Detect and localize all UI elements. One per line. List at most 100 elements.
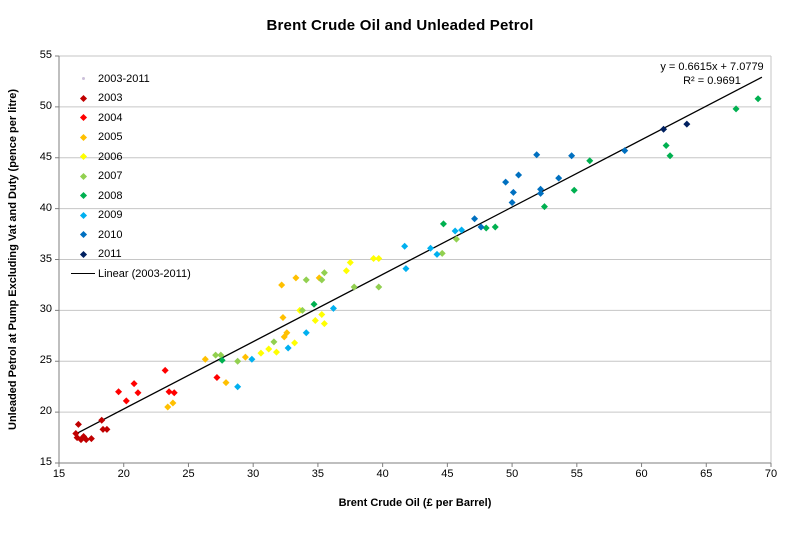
legend-marker-icon [70,172,96,180]
data-point-2009 [302,329,310,337]
data-point-2004 [115,388,123,396]
data-point-2004 [122,397,130,405]
data-point-2006 [375,254,383,262]
data-point-2010 [515,171,523,179]
data-point-2003 [99,425,107,433]
legend-item-2003: 2003 [70,89,191,109]
y-tick-label: 50 [39,99,52,112]
data-point-2007 [212,351,220,359]
data-point-2010 [471,215,479,223]
y-tick-label: 20 [39,405,52,418]
legend-marker-icon [70,153,96,161]
data-point-2005 [222,379,230,387]
data-point-2004 [165,388,173,396]
legend-marker-icon [70,192,96,200]
data-point-2009 [427,244,435,252]
data-point-2009 [402,265,410,273]
diamond-marker-icon [79,153,87,161]
data-point-2009 [284,344,292,352]
diamond-marker-icon [79,172,87,180]
data-point-2005 [292,274,300,282]
legend-label: 2003-2011 [98,72,150,85]
legend-marker-icon [70,133,96,141]
data-point-2010 [508,199,516,207]
legend-item-2004: 2004 [70,108,191,128]
data-point-2004 [130,380,138,388]
y-tick-label: 40 [39,201,52,214]
data-point-2009 [451,227,459,235]
data-point-2005 [283,329,291,337]
diamond-marker-icon [79,133,87,141]
legend-label: 2006 [98,150,123,163]
data-point-2006 [257,349,265,357]
legend-item-2006: 2006 [70,147,191,167]
data-point-2008 [570,186,578,194]
x-tick-label: 50 [505,468,519,480]
y-axis-title: Unleaded Petrol at Pump Excluding Vat an… [7,88,19,431]
legend-label: 2005 [98,131,123,144]
data-point-2007 [320,269,328,277]
data-point-2009 [433,250,441,258]
trendline-equation: y = 0.6615x + 7.0779 R² = 0.9691 [622,60,800,88]
data-point-2008 [662,142,670,150]
data-point-2011 [660,125,668,133]
data-point-2010 [537,185,545,193]
data-point-2006 [318,310,326,318]
data-point-2003 [98,416,106,424]
legend-item-2010: 2010 [70,225,191,245]
data-point-2003 [74,420,82,428]
data-point-2005 [241,353,249,361]
data-point-2003 [103,425,111,433]
x-tick-label: 15 [52,468,66,480]
legend: 2003-2011 2003 2004 2005 2006 2007 2008 2009 201… [70,69,191,284]
data-point-2008 [754,95,762,103]
data-point-2010 [509,188,517,196]
y-tick-label: 25 [39,354,52,367]
data-point-2007 [217,351,225,359]
data-point-2004 [170,389,178,397]
legend-marker-icon [70,114,96,122]
data-point-2005 [278,281,286,289]
data-point-2007 [452,235,460,243]
diamond-marker-icon [79,250,87,258]
legend-marker-icon [70,231,96,239]
equation-line: y = 0.6615x + 7.0779 [660,61,764,73]
legend-item-2005: 2005 [70,128,191,148]
data-point-2003 [82,436,90,444]
legend-item-2011: 2011 [70,245,191,265]
data-point-2009 [401,242,409,250]
data-point-2007 [318,276,326,284]
dot-marker-icon [81,77,85,81]
x-tick-label: 45 [441,468,454,480]
legend-item-2007: 2007 [70,167,191,187]
x-tick-label: 40 [376,468,389,480]
legend-item-2003-2011: 2003-2011 [70,69,191,89]
legend-label: 2008 [98,189,123,202]
data-point-2009 [248,355,256,363]
data-point-2008 [218,356,226,364]
legend-marker-icon [70,94,96,102]
legend-label: 2010 [98,228,123,241]
data-point-2007 [438,249,446,257]
x-tick-label: 25 [182,468,195,480]
diamond-marker-icon [79,94,87,102]
data-point-2008 [310,300,318,308]
data-point-2005 [201,355,209,363]
diamond-marker-icon [79,192,87,200]
y-tick-label: 35 [39,252,52,265]
data-point-2011 [683,120,691,128]
x-tick-label: 35 [311,468,325,480]
y-tick-label: 15 [39,456,52,468]
chart-title: Brent Crude Oil and Unleaded Petrol [266,17,534,34]
data-point-2003 [87,435,95,443]
data-point-2010 [537,189,545,197]
data-point-2009 [458,226,466,234]
data-point-2006 [272,348,280,356]
data-point-2004 [134,389,142,397]
data-point-2007 [270,338,278,346]
x-tick-label: 55 [570,468,583,480]
data-point-2010 [568,152,576,160]
y-tick-label: 55 [39,49,52,61]
